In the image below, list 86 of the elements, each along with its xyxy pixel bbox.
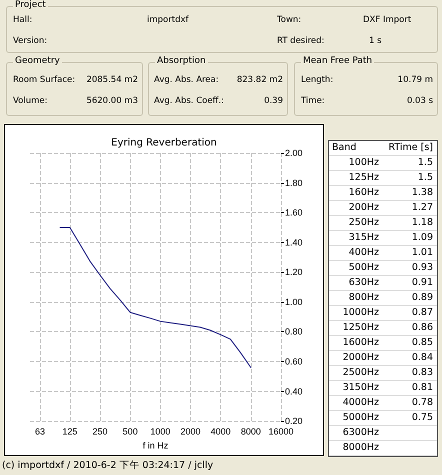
text: 160Hz [348,186,380,200]
x-tick-label: 16000 [268,426,294,437]
y-tick-label: 1.20 [285,267,303,278]
x-tick-label: 250 [92,426,108,437]
x-tick-label: 63 [35,426,46,437]
text: Time: [301,96,325,106]
text: 1000Hz [342,306,380,320]
text: Mean Free Path [301,56,374,66]
x-tick-label: 8000 [240,426,261,437]
text: 0.75 [410,411,434,425]
text: 315Hz [348,231,380,245]
text: 2500Hz [342,366,380,380]
text: 4000Hz [342,396,380,410]
x-tick-label: 2000 [180,426,201,437]
text: importdxf [147,15,188,25]
text: 0.91 [410,276,434,290]
text: Band [331,141,358,155]
text: 800Hz [348,291,380,305]
text: 1.27 [410,201,434,215]
text: 0.87 [410,306,434,320]
y-tick-label: 1.80 [285,178,303,188]
text: Hall: [13,15,32,25]
text: 0.85 [410,336,434,350]
x-tick-label: 125 [62,426,78,437]
text: 0.03 s [406,96,433,106]
text: 10.79 m [398,75,433,85]
text: 5620.00 m3 [86,96,138,106]
text: 1250Hz [342,321,380,335]
y-tick-label: 0.60 [285,356,303,367]
text: 0.83 [410,366,434,380]
text: 1.5 [416,156,434,170]
text: Avg. Abs. Coeff.: [154,96,224,106]
text: 200Hz [348,201,380,215]
text: 0.81 [410,381,434,395]
y-tick-label: 1.00 [285,296,303,307]
y-tick-label: 0.40 [285,386,303,396]
text: 250Hz [348,216,380,230]
text: Town: [277,15,302,25]
text: 400Hz [348,246,380,260]
y-tick-label: 2.00 [285,148,303,158]
text: 0.86 [410,321,434,335]
text: 1 s [369,36,382,46]
text: Geometry [13,56,62,66]
text: Absorption [155,56,208,66]
y-tick-label: 0.80 [285,326,303,337]
x-axis-title: f in Hz [142,440,169,450]
text: 2085.54 m2 [86,75,138,85]
text: 1.18 [410,216,434,230]
text: Room Surface: [13,75,76,85]
text: Version: [13,36,48,46]
text: Volume: [13,96,48,106]
text: 0.39 [264,96,283,106]
text: 5000Hz [342,411,380,425]
text: Project [13,0,48,10]
text: 125Hz [348,171,380,185]
text: 0.89 [410,291,434,305]
y-tick-label: 1.60 [285,208,303,218]
text: 1.09 [410,231,434,245]
text: 2000Hz [342,351,380,365]
text: DXF Import [363,15,412,25]
text: 630Hz [348,276,380,290]
chart-title: Eyring Reverberation [111,138,217,148]
text: 823.82 m2 [236,75,283,85]
text: 1.01 [410,246,434,260]
text: 0.78 [410,396,434,410]
text: 1600Hz [342,336,380,350]
text: RTime [s] [387,141,434,155]
text: RT desired: [277,36,324,46]
x-tick-label: 500 [122,426,138,437]
text: 1.5 [416,171,434,185]
y-tick-label: 1.40 [285,237,303,248]
text: 8000Hz [342,441,380,455]
text: 0.84 [410,351,434,365]
text: 3150Hz [342,381,380,395]
text: Avg. Abs. Area: [154,75,219,85]
text: (c) importdxf / 2010-6-2 下午 03:24:17 / jclly [2,459,214,472]
text: 1.38 [410,186,434,200]
text: 100Hz [348,156,380,170]
x-tick-label: 1000 [150,426,170,437]
line-series [60,226,252,368]
text: 500Hz [348,261,380,275]
y-tick-label: 0.20 [285,416,303,426]
text: 0.93 [410,261,434,275]
text: Length: [301,75,334,85]
x-tick-label: 4000 [210,426,231,437]
text: 6300Hz [342,426,380,440]
